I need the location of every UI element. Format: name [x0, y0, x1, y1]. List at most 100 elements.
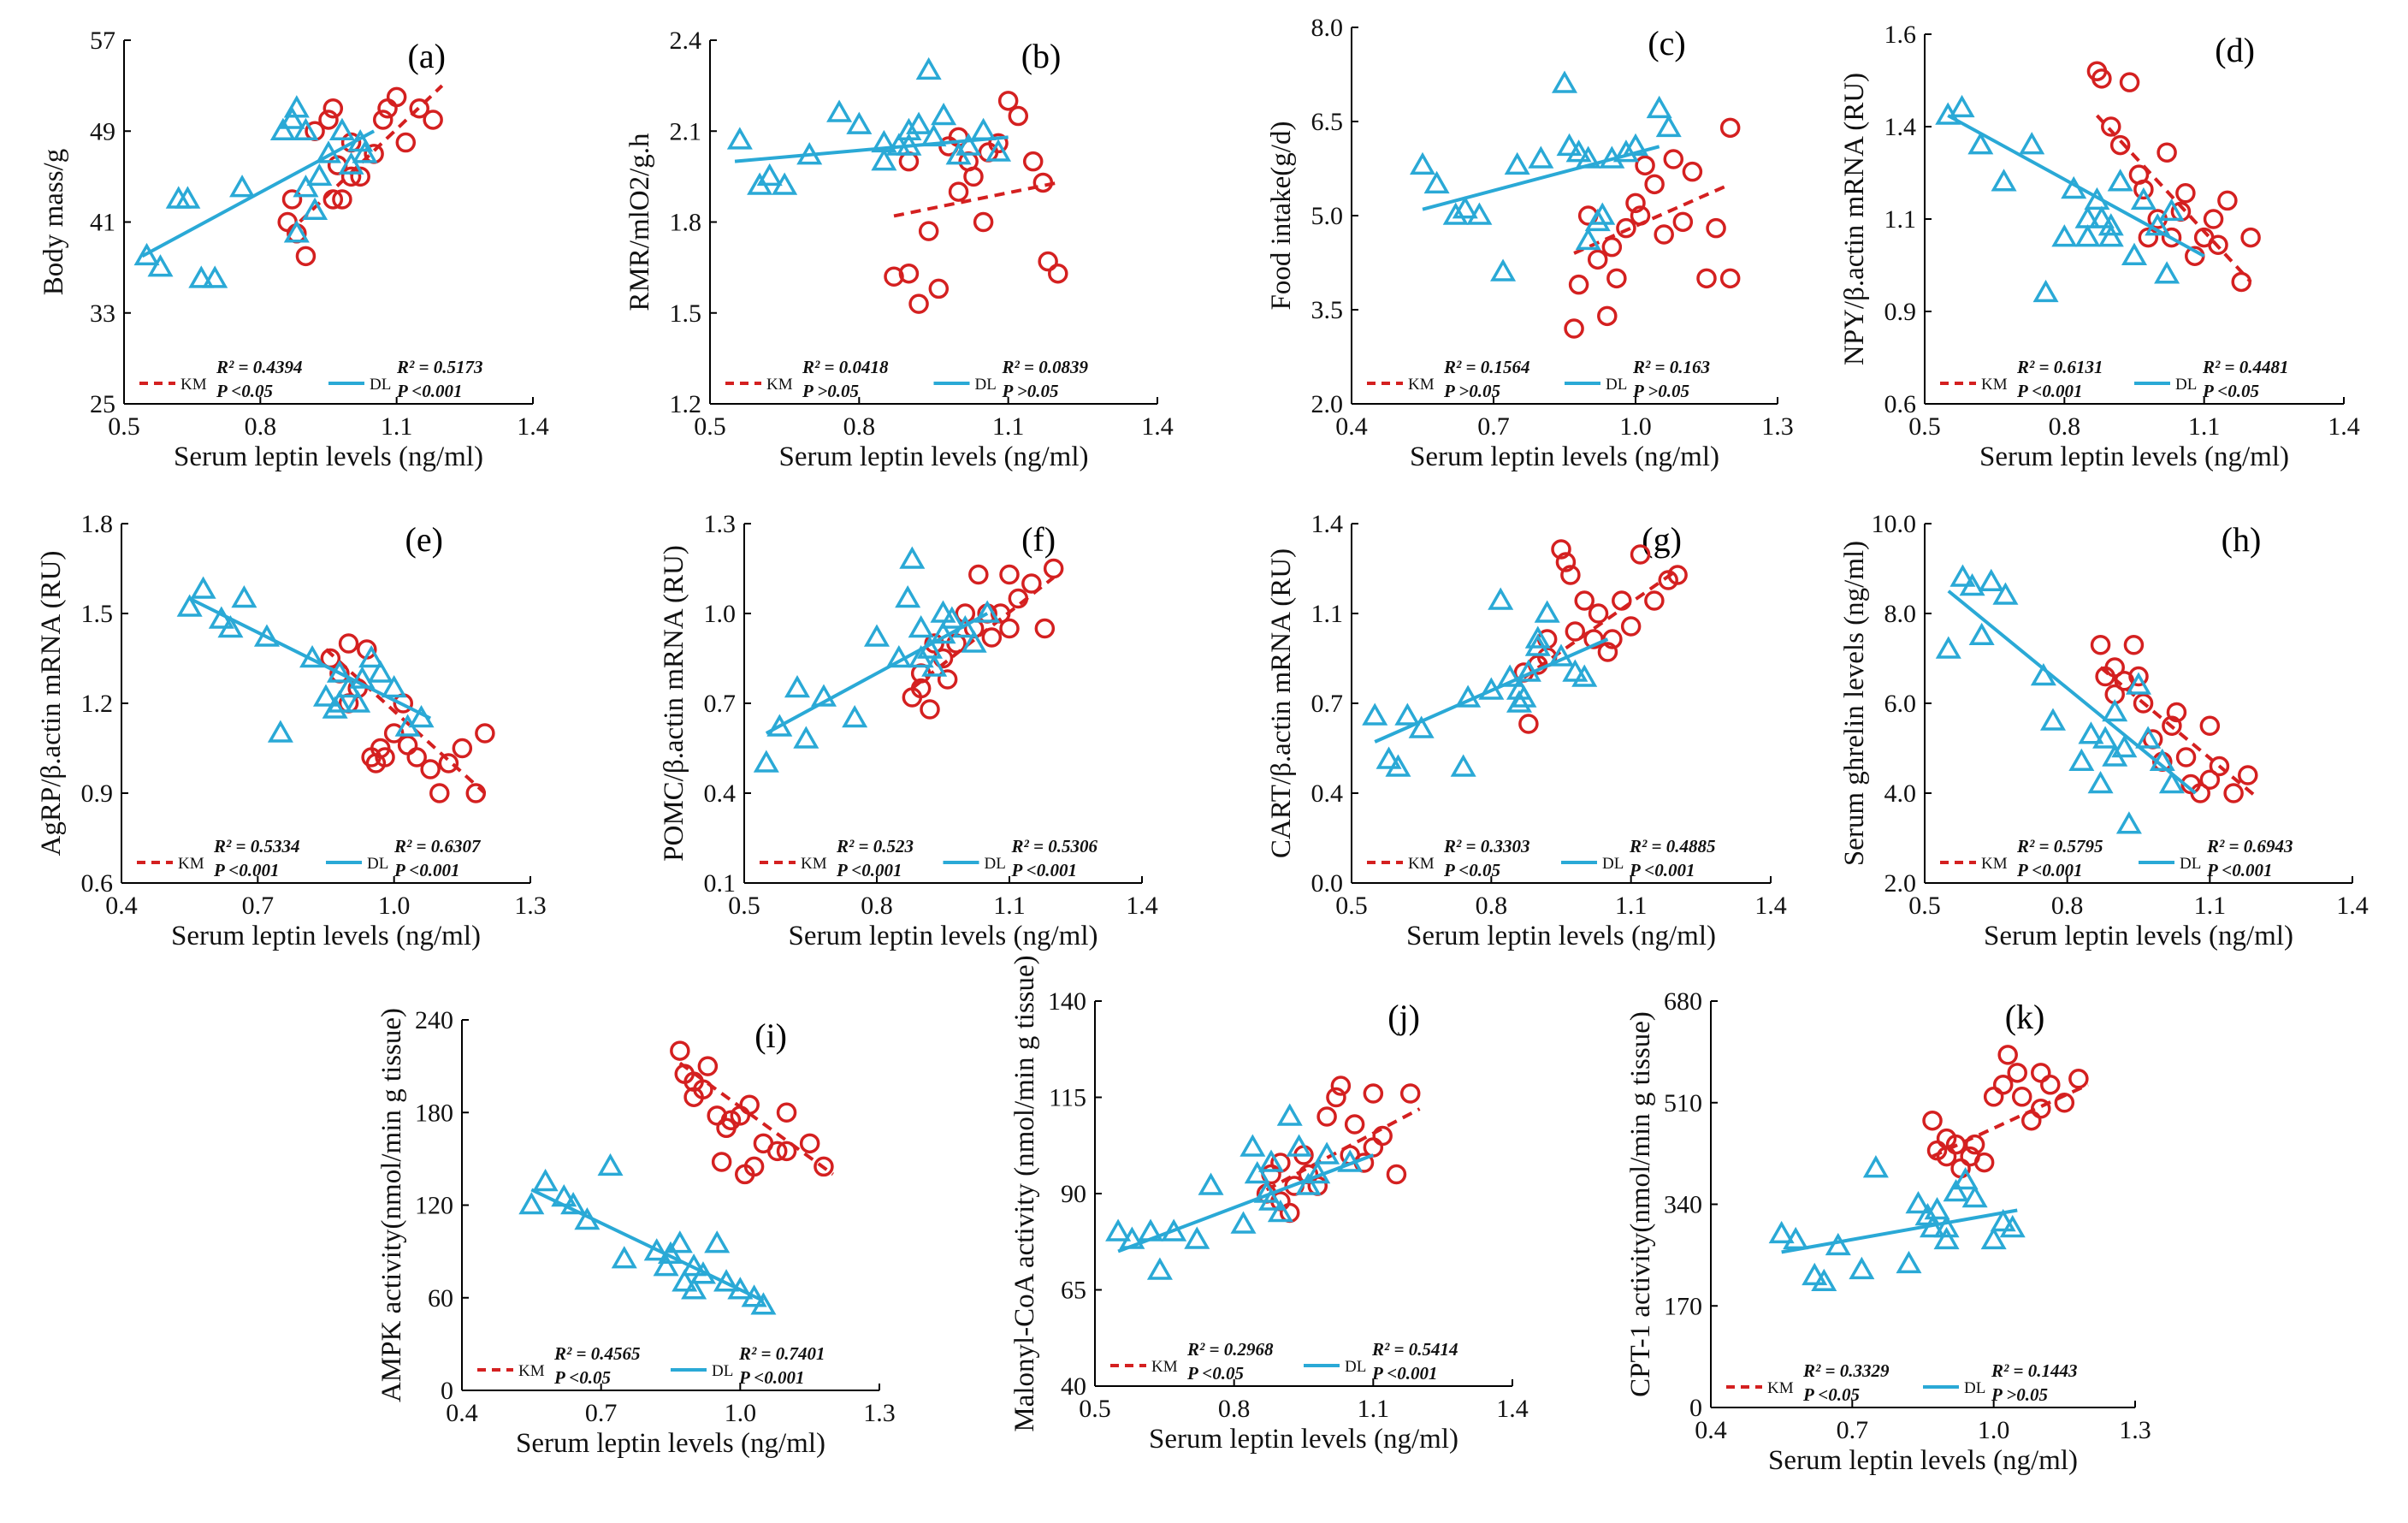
data-point-km — [981, 627, 1003, 648]
y-tick-label: 0.7 — [704, 690, 737, 718]
data-point-dl — [2097, 224, 2124, 247]
legend-label-dl: DL — [1602, 855, 1624, 873]
y-axis-label: Malonyl-CoA activity (nmol/min g tissue) — [1009, 955, 1040, 1431]
data-point-dl — [793, 726, 819, 749]
legend-label-dl: DL — [1964, 1379, 1985, 1397]
data-point-km — [1565, 621, 1586, 642]
data-point-km — [2208, 234, 2228, 255]
stat-r2-dl: R² = 0.5306 — [1011, 836, 1098, 856]
data-point-km — [2199, 769, 2221, 790]
x-tick-label: 0.5 — [1908, 412, 1941, 441]
data-point-dl — [1655, 114, 1682, 138]
stat-r2-dl: R² = 0.4885 — [1629, 836, 1716, 856]
data-point-km — [743, 1156, 765, 1177]
data-point-dl — [985, 139, 1012, 162]
x-tick-label: 1.4 — [1754, 892, 1787, 920]
y-axis-label: NPY/β.actin mRNA (RU) — [1839, 73, 1870, 365]
data-point-km — [1568, 274, 1589, 295]
data-point-dl — [1935, 636, 1961, 659]
stat-p-dl: P <0.001 — [393, 860, 460, 880]
data-point-km — [1630, 544, 1651, 565]
y-tick-label: 1.2 — [670, 390, 702, 418]
y-tick-label: 40 — [1061, 1372, 1086, 1401]
data-point-km — [2231, 271, 2251, 293]
data-point-dl — [2102, 744, 2128, 767]
data-point-dl — [1239, 1134, 1266, 1157]
data-point-dl — [974, 600, 1001, 623]
y-tick-label: 115 — [1049, 1084, 1086, 1112]
data-point-km — [2123, 635, 2145, 655]
data-point-km — [1399, 1083, 1421, 1104]
stat-r2-km: R² = 0.5795 — [2016, 836, 2103, 856]
stat-r2-dl: R² = 0.5173 — [396, 357, 483, 377]
data-point-km — [1518, 714, 1539, 734]
data-point-km — [766, 1141, 788, 1162]
stat-p-km: P <0.001 — [2016, 860, 2083, 880]
stat-r2-dl: R² = 0.163 — [1632, 357, 1710, 377]
data-point-km — [406, 747, 427, 767]
y-tick-label: 0.4 — [704, 779, 737, 808]
data-point-dl — [1556, 133, 1583, 157]
x-tick-label: 1.1 — [1615, 892, 1648, 920]
data-point-dl — [931, 103, 957, 126]
stat-p-dl: P <0.001 — [1371, 1363, 1438, 1384]
stat-p-km: P <0.05 — [1186, 1363, 1244, 1384]
legend-label-dl: DL — [2175, 376, 2197, 394]
data-point-dl — [1497, 664, 1523, 687]
data-point-dl — [908, 644, 934, 668]
panel-title: (i) — [754, 1016, 787, 1055]
data-point-km — [1583, 629, 1604, 649]
data-point-km — [1363, 1137, 1384, 1158]
stat-p-km: P <0.001 — [2016, 381, 2083, 401]
series-km — [902, 558, 1064, 720]
data-point-dl — [1933, 1226, 1960, 1250]
x-tick-label: 0.5 — [108, 412, 140, 441]
x-tick-label: 1.1 — [1358, 1395, 1390, 1423]
data-point-km — [2199, 715, 2221, 736]
y-tick-label: 90 — [1061, 1180, 1086, 1208]
legend-label-km: KM — [1408, 855, 1435, 873]
legend-label-dl: DL — [2180, 855, 2201, 873]
data-point-dl — [1992, 582, 2019, 605]
data-point-km — [1719, 268, 1741, 289]
data-point-km — [386, 86, 407, 108]
panel-g: 0.5 0.8 1.1 1.4 0.0 0.4 0.7 1.1 1.4 Serum leptin … — [1266, 510, 1787, 951]
data-point-km — [2175, 183, 2196, 204]
data-point-km — [711, 1152, 732, 1172]
series-dl — [1105, 1103, 1375, 1280]
data-point-dl — [267, 720, 293, 743]
data-point-km — [2238, 765, 2258, 785]
data-point-dl — [518, 1191, 545, 1215]
y-tick-label: 680 — [1664, 987, 1702, 1016]
y-tick-label: 0.0 — [1311, 869, 1344, 898]
data-point-dl — [147, 254, 174, 277]
data-point-dl — [1990, 1208, 2016, 1232]
data-point-dl — [1783, 1226, 1809, 1250]
data-point-dl — [349, 666, 376, 689]
data-point-km — [739, 1094, 760, 1115]
series-dl — [1768, 1155, 2026, 1292]
data-point-km — [1682, 161, 1703, 182]
data-point-dl — [1286, 1134, 1312, 1157]
x-axis-label: Serum leptin levels (ng/ml) — [171, 921, 481, 951]
stat-p-km: P <0.05 — [1443, 860, 1500, 880]
y-tick-label: 1.8 — [670, 209, 702, 237]
stat-r2-km: R² = 0.3303 — [1443, 836, 1530, 856]
x-axis-label: Serum leptin levels (ng/ml) — [1768, 1445, 2078, 1476]
panel-k: 0.4 0.7 1.0 1.3 0 170 340 510 680 Serum leptin le… — [1625, 987, 2151, 1476]
y-axis-label: RMR/mlO2/g.h — [624, 133, 655, 311]
stat-p-km: P <0.05 — [553, 1367, 611, 1388]
data-point-km — [1696, 268, 1717, 289]
data-point-dl — [1408, 715, 1435, 738]
data-point-km — [2091, 68, 2112, 89]
x-tick-label: 1.4 — [2328, 412, 2360, 441]
fit-line-dl — [141, 129, 376, 258]
data-point-dl — [2074, 224, 2101, 247]
data-point-dl — [1198, 1172, 1224, 1195]
data-point-dl — [726, 127, 753, 150]
x-tick-label: 0.7 — [585, 1399, 618, 1427]
data-point-km — [1372, 1125, 1393, 1147]
series-dl — [753, 546, 1001, 773]
y-tick-label: 1.5 — [670, 299, 702, 328]
data-point-dl — [741, 1284, 767, 1307]
